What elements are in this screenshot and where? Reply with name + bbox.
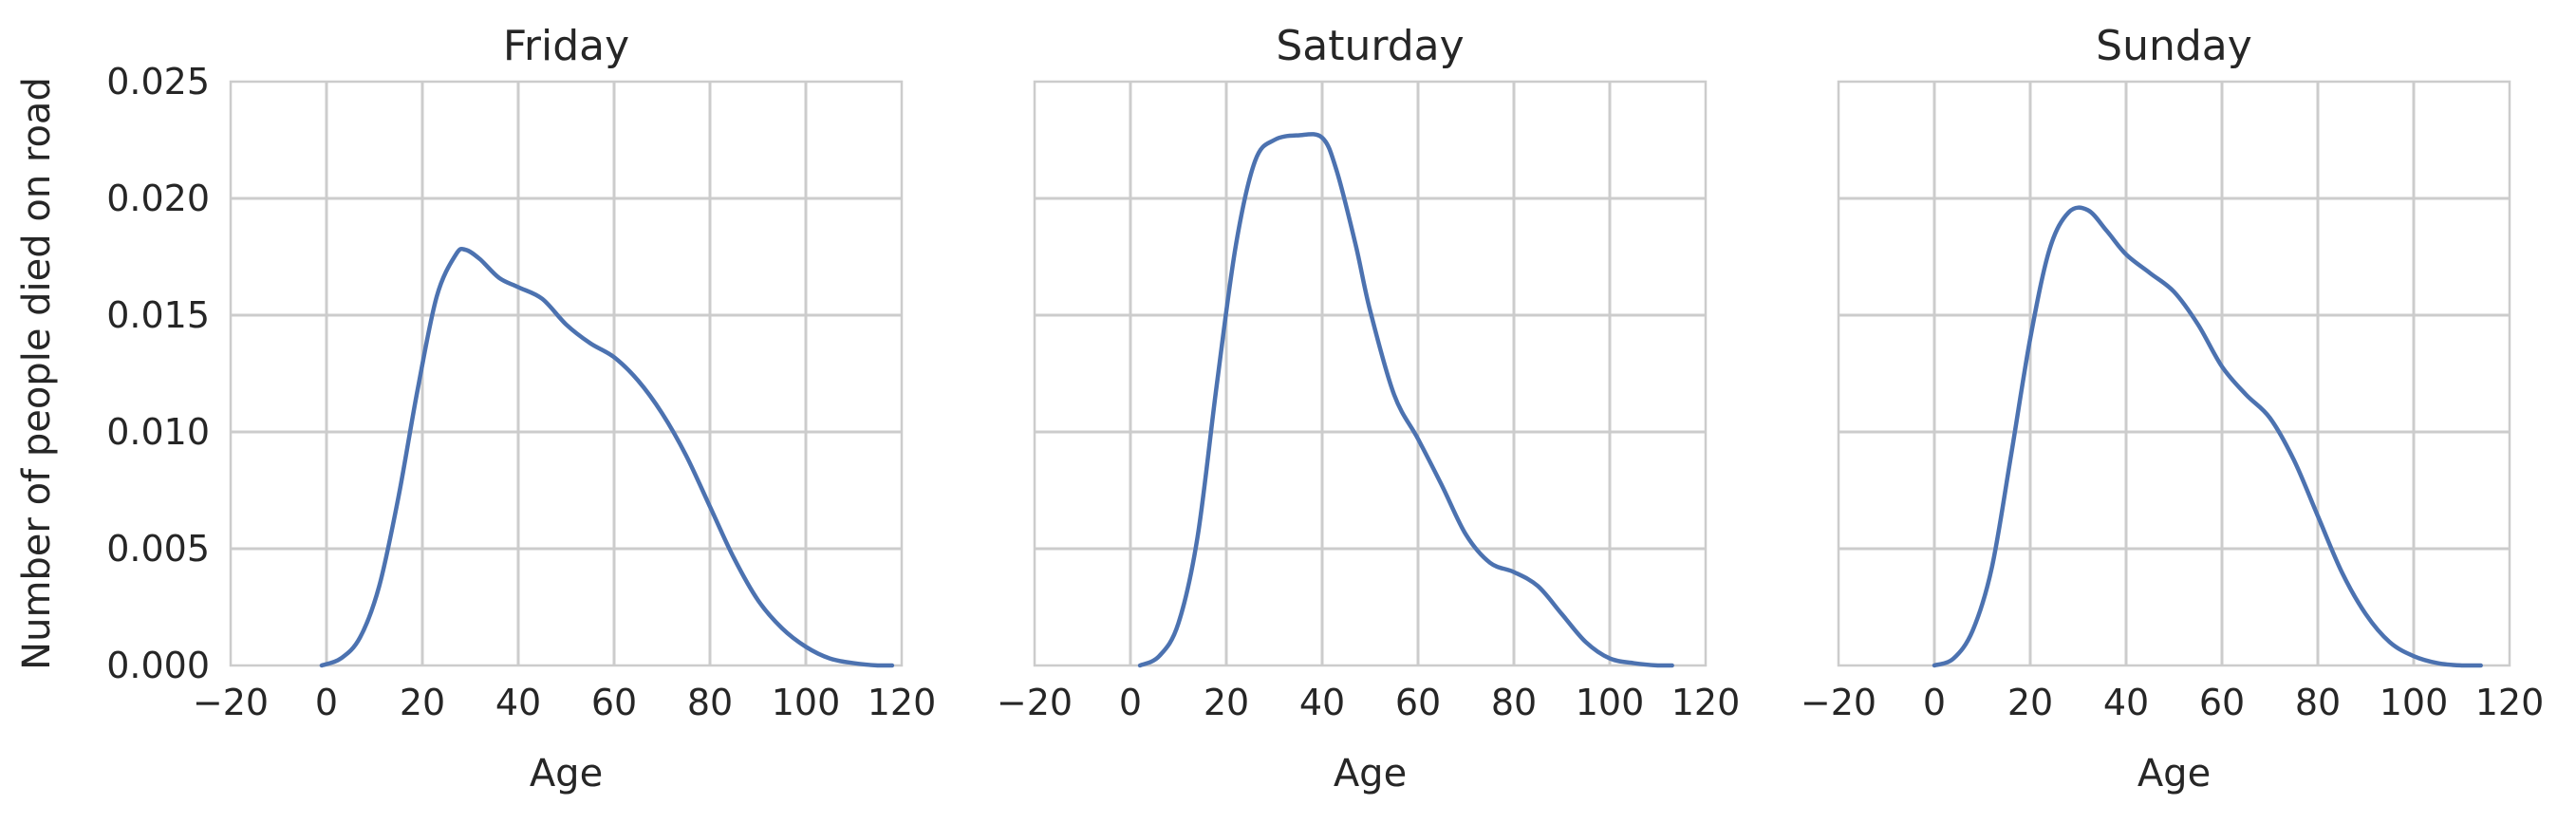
x-tick-label: 20	[400, 682, 445, 723]
x-tick-label: 40	[1299, 682, 1345, 723]
x-tick-label: 60	[2199, 682, 2245, 723]
panel-sunday: −20 0 20 40 60 80 100 120 Sunday Age	[1801, 22, 2544, 796]
panel-title: Friday	[503, 22, 629, 70]
y-tick-label: 0.010	[106, 411, 210, 453]
kde-series-line-friday	[319, 246, 895, 668]
x-tick-label: 100	[772, 682, 841, 723]
panel-title: Sunday	[2096, 22, 2252, 70]
plot-frame	[229, 80, 904, 667]
y-tick-label: 0.025	[106, 61, 210, 103]
x-tick-label: 80	[1491, 682, 1537, 723]
panel-friday: −20 0 20 40 60 80 100 120 0.000 0.005 0.010 0.015 0.…	[106, 22, 936, 796]
x-axis-label: Age	[530, 752, 603, 796]
y-tick-label: 0.000	[106, 645, 210, 686]
x-tick-label: 120	[2475, 682, 2545, 723]
x-tick-label: 0	[315, 682, 338, 723]
x-axis-label: Age	[1334, 752, 1407, 796]
panel-saturday: −20 0 20 40 60 80 100 120 Saturday Age	[997, 22, 1740, 796]
x-axis-label: Age	[2137, 752, 2211, 796]
plot-frame	[1033, 80, 1708, 667]
x-tick-label: 40	[495, 682, 541, 723]
x-tick-label: −20	[193, 682, 269, 723]
x-tick-label: 20	[2007, 682, 2053, 723]
x-tick-label: 0	[1119, 682, 1142, 723]
x-tick-label: 0	[1923, 682, 1946, 723]
x-tick-label: 100	[2380, 682, 2449, 723]
y-axis-label: Number of people died on road	[15, 77, 59, 670]
x-tick-label: 20	[1204, 682, 1249, 723]
panel-title: Saturday	[1276, 22, 1464, 70]
plot-frame	[1837, 80, 2511, 667]
x-tick-label: 120	[868, 682, 937, 723]
y-tick-label: 0.020	[106, 178, 210, 219]
x-tick-label: 60	[591, 682, 637, 723]
x-tick-label: 80	[2295, 682, 2341, 723]
x-tick-label: 120	[1671, 682, 1741, 723]
x-tick-label: 100	[1576, 682, 1645, 723]
x-tick-label: −20	[997, 682, 1073, 723]
y-tick-label: 0.015	[106, 294, 210, 336]
x-tick-label: 60	[1395, 682, 1441, 723]
kde-series-line-saturday	[1137, 132, 1674, 668]
x-tick-label: 40	[2103, 682, 2149, 723]
x-tick-label: 80	[687, 682, 733, 723]
kde-series-line-sunday	[1932, 205, 2483, 668]
y-tick-label: 0.005	[106, 528, 210, 570]
x-tick-label: −20	[1801, 682, 1876, 723]
